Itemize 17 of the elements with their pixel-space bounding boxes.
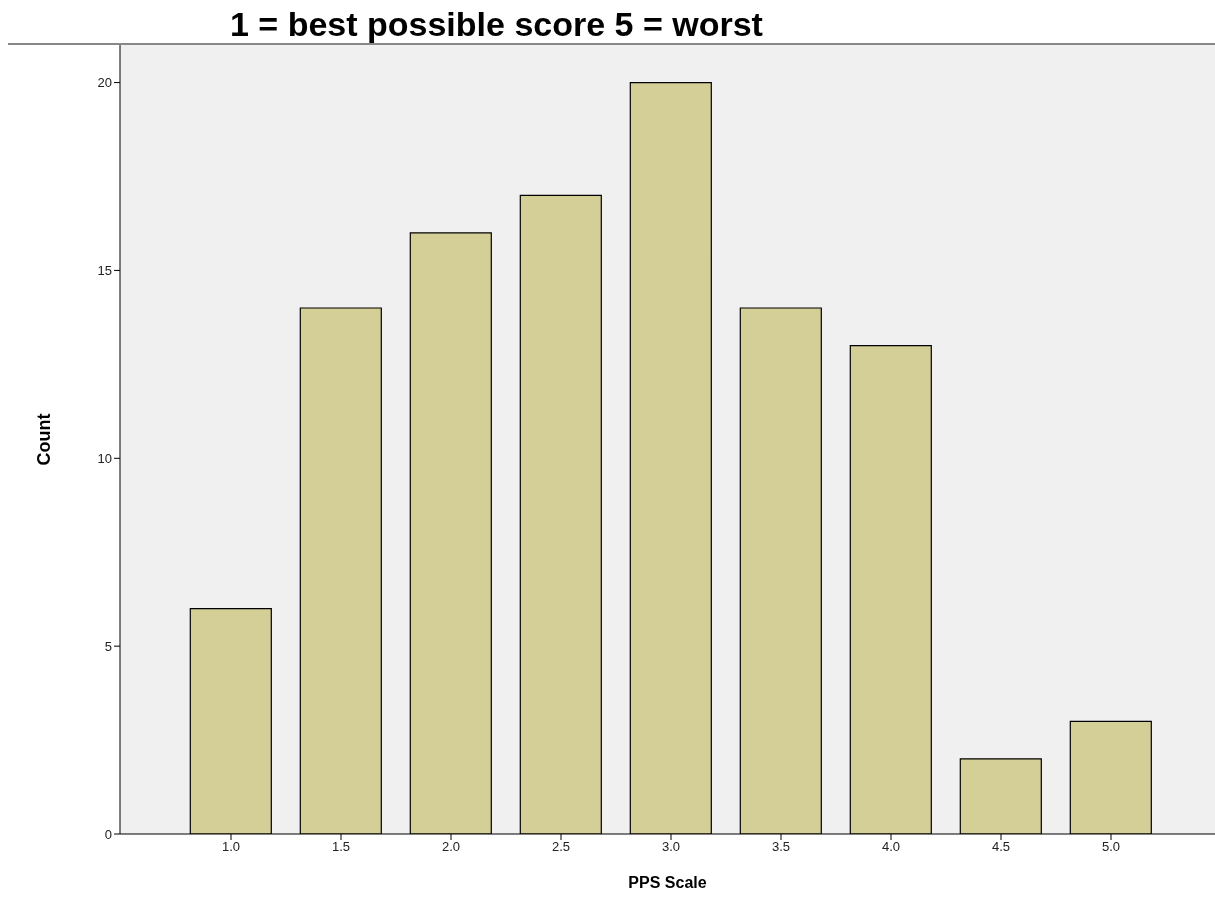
x-tick-label: 5.0	[1101, 839, 1121, 855]
y-tick-label: 10	[97, 450, 112, 466]
x-tick-label: 2.0	[441, 839, 461, 855]
y-tick-label: 20	[97, 75, 112, 91]
chart-title: 1 = best possible score 5 = worst	[230, 5, 763, 43]
y-axis-title: Count	[34, 413, 55, 466]
x-axis-title: PPS Scale	[628, 874, 707, 891]
x-tick-label: 3.5	[771, 839, 791, 855]
x-tick-label: 1.5	[331, 839, 351, 855]
x-tick-label: 1.0	[221, 839, 241, 855]
x-tick-label: 4.5	[991, 839, 1011, 855]
y-tick-label: 0	[104, 826, 112, 842]
x-tick-label: 3.0	[661, 839, 681, 855]
y-tick-label: 15	[97, 263, 112, 279]
y-tick-label: 5	[104, 638, 112, 654]
x-tick-label: 2.5	[551, 839, 571, 855]
x-tick-label: 4.0	[881, 839, 901, 855]
